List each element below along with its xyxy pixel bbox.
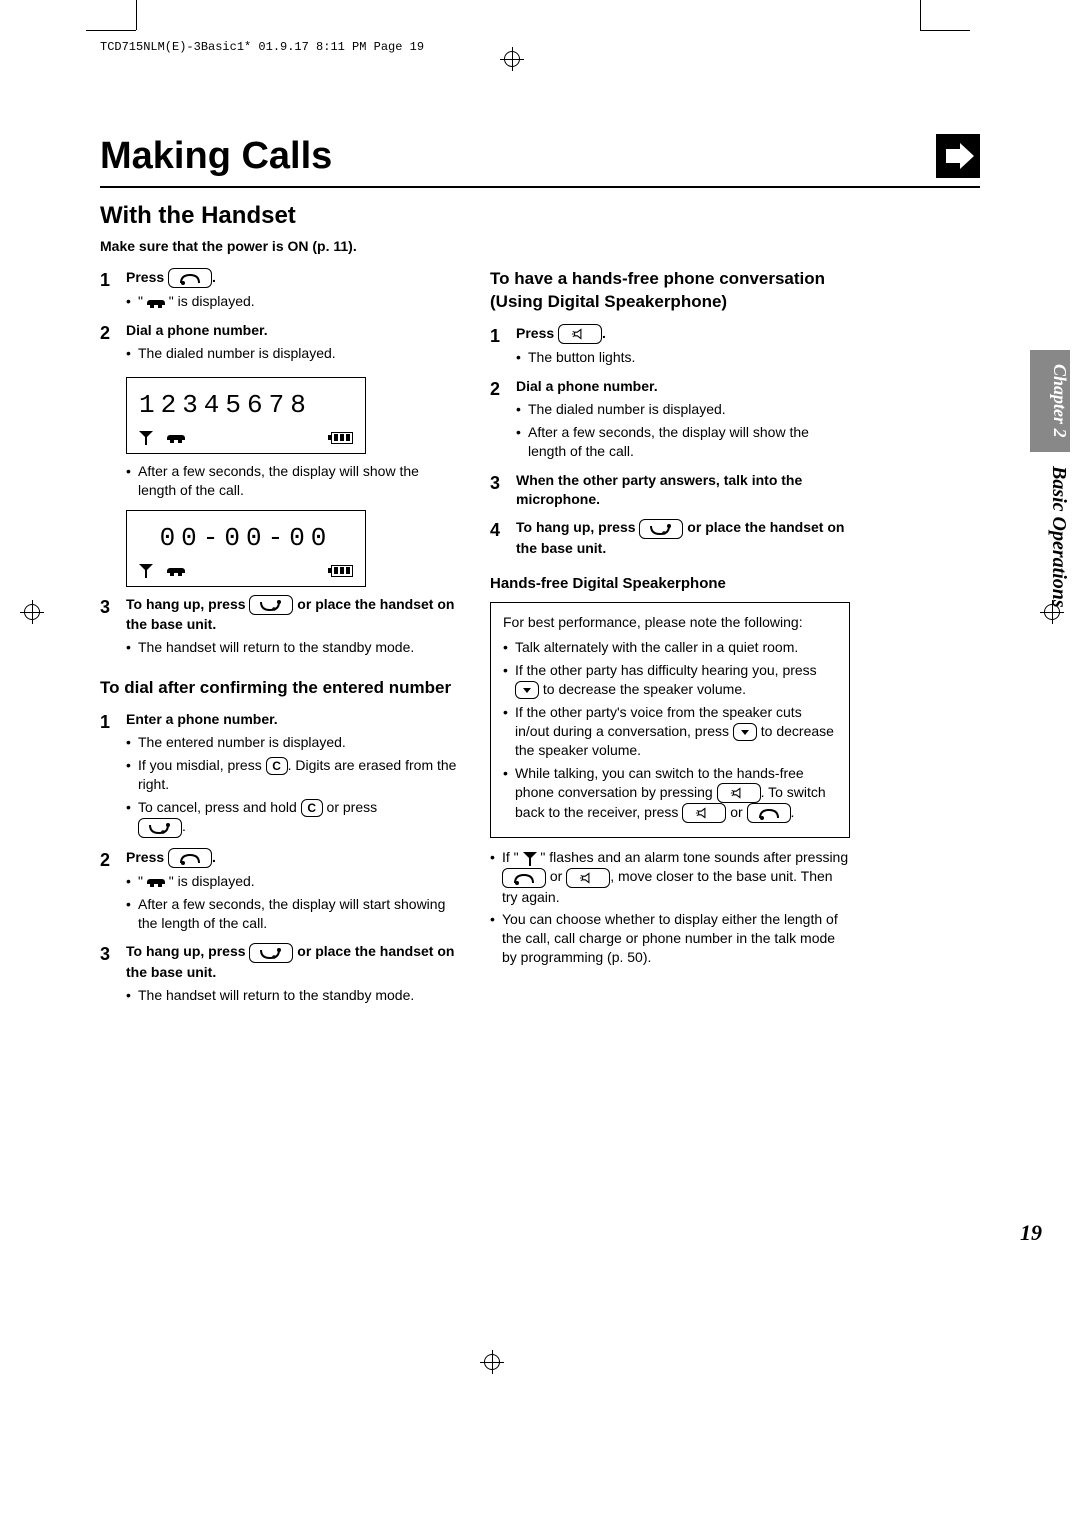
print-header: TCD715NLM(E)-3Basic1* 01.9.17 8:11 PM Pa… — [100, 40, 980, 54]
right-column: To have a hands-free phone conversation … — [490, 268, 850, 1015]
talk-key-icon — [168, 268, 212, 288]
step-number: 1 — [490, 324, 516, 371]
step-number: 2 — [100, 848, 126, 937]
box-bullet: If the other party's voice from the spea… — [515, 703, 837, 760]
speaker-key-icon — [566, 868, 610, 888]
off-key-icon — [249, 595, 293, 615]
subsection-title: To have a hands-free phone conversation … — [490, 268, 850, 314]
subsection-title: To dial after confirming the entered num… — [100, 677, 460, 700]
talk-key-icon — [747, 803, 791, 823]
antenna-icon — [139, 431, 153, 445]
chapter-label: Chapter 2 — [1030, 350, 1070, 452]
step-title: To hang up, press or place the handset o… — [126, 595, 460, 634]
c-key-icon: C — [301, 799, 323, 817]
antenna-icon — [139, 564, 153, 578]
step-bullet: The handset will return to the standby m… — [138, 638, 460, 657]
step-bullet: The button lights. — [528, 348, 850, 367]
off-key-icon — [138, 818, 182, 838]
battery-icon — [331, 432, 353, 444]
step-title: Press . — [126, 268, 460, 288]
step-bullet: After a few seconds, the display will st… — [138, 895, 460, 933]
page-title: Making Calls — [100, 135, 332, 178]
step-title: When the other party answers, talk into … — [516, 471, 850, 509]
speaker-key-icon — [558, 324, 602, 344]
phone-icon — [167, 433, 185, 443]
battery-icon — [331, 565, 353, 577]
side-tab: Chapter 2 Basic Operations — [1030, 350, 1070, 710]
phone-icon — [167, 566, 185, 576]
left-column: 1 Press . •" " is displayed. 2 Dial a ph… — [100, 268, 460, 1015]
step-bullet: After a few seconds, the display will sh… — [528, 423, 850, 461]
step-bullet: The dialed number is displayed. — [528, 400, 850, 419]
lcd-display: 00-00-00 — [126, 510, 366, 587]
section-label: Basic Operations — [1030, 452, 1070, 622]
step-number: 2 — [490, 377, 516, 465]
step-bullet: The handset will return to the standby m… — [138, 986, 460, 1005]
step-title: Enter a phone number. — [126, 710, 460, 729]
registration-mark — [20, 600, 44, 624]
box-bullet: Talk alternately with the caller in a qu… — [515, 638, 837, 657]
antenna-icon — [523, 852, 537, 866]
step-title: Dial a phone number. — [126, 321, 460, 340]
step-title: Press . — [516, 324, 850, 344]
section-title: With the Handset — [100, 202, 980, 230]
box-bullet: If the other party has difficulty hearin… — [515, 661, 837, 699]
step-bullet: " " is displayed. — [138, 292, 460, 311]
phone-icon — [147, 877, 165, 887]
step-title: To hang up, press or place the handset o… — [516, 518, 850, 557]
power-note: Make sure that the power is ON (p. 11). — [100, 238, 980, 254]
speaker-key-icon — [717, 783, 761, 803]
step-title: Dial a phone number. — [516, 377, 850, 396]
off-key-icon — [639, 519, 683, 539]
down-key-icon — [733, 723, 757, 741]
step-number: 1 — [100, 268, 126, 315]
lcd-timer: 00-00-00 — [139, 521, 353, 556]
speaker-key-icon — [682, 803, 726, 823]
step-title: To hang up, press or place the handset o… — [126, 942, 460, 981]
talk-key-icon — [502, 868, 546, 888]
step-title: Press . — [126, 848, 460, 868]
step-number: 1 — [100, 710, 126, 842]
phone-icon — [147, 298, 165, 308]
box-bullet: While talking, you can switch to the han… — [515, 764, 837, 823]
step-number: 3 — [490, 471, 516, 513]
lcd-number: 12345678 — [139, 388, 353, 423]
step-number: 2 — [100, 321, 126, 367]
step-bullet: The dialed number is displayed. — [138, 344, 460, 363]
page-number: 19 — [1020, 1220, 1042, 1246]
c-key-icon: C — [266, 757, 288, 775]
continue-arrow-icon — [936, 134, 980, 178]
lcd-display: 12345678 — [126, 377, 366, 454]
note-box: For best performance, please note the fo… — [490, 602, 850, 839]
down-key-icon — [515, 681, 539, 699]
talk-key-icon — [168, 848, 212, 868]
step-bullet: If you misdial, press C. Digits are eras… — [138, 756, 460, 794]
step-bullet: " " is displayed. — [138, 872, 460, 891]
step-bullet: To cancel, press and hold C or press . — [138, 798, 460, 838]
step-number: 3 — [100, 942, 126, 1008]
box-intro: For best performance, please note the fo… — [503, 613, 837, 632]
note-bullet: If " " flashes and an alarm tone sounds … — [502, 848, 850, 906]
registration-mark — [480, 1350, 504, 1374]
off-key-icon — [249, 943, 293, 963]
step-bullet: The entered number is displayed. — [138, 733, 460, 752]
step-bullet: After a few seconds, the display will sh… — [138, 462, 460, 500]
step-number: 3 — [100, 595, 126, 661]
step-number: 4 — [490, 518, 516, 561]
box-title: Hands-free Digital Speakerphone — [490, 574, 850, 594]
note-bullet: You can choose whether to display either… — [502, 910, 850, 967]
